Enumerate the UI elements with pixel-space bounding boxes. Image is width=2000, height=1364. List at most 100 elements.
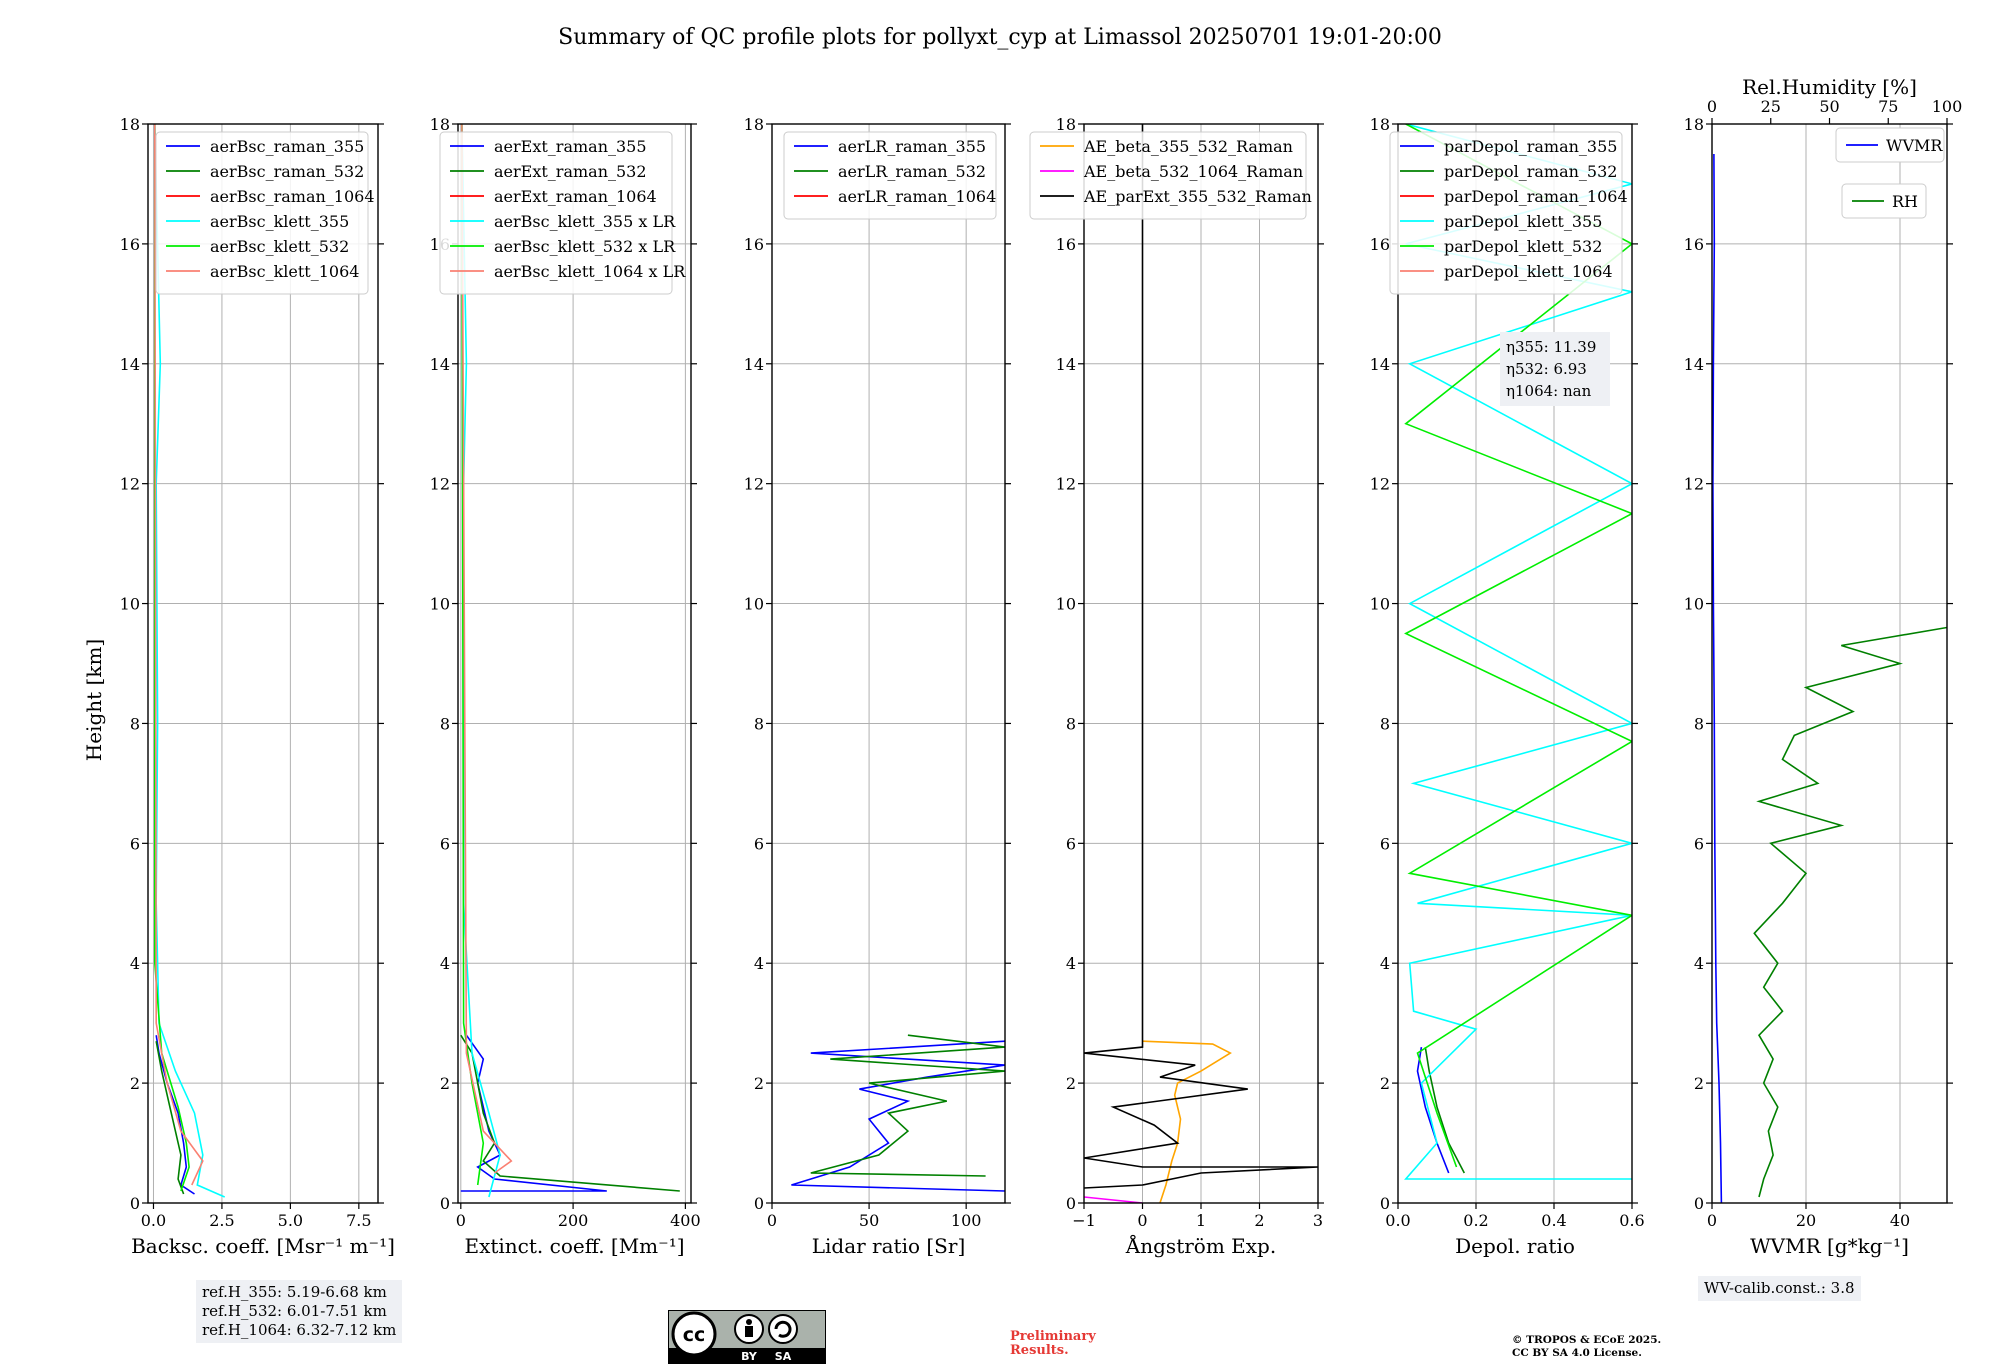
x-tick-label: 40 — [1890, 1211, 1910, 1230]
panel-6: 0 20 40 0 2 4 6 8 10 12 14 16 18 WVMR [g*kg⁻¹] 0 25 50 75… — [1684, 75, 1963, 1258]
y-tick-label: 18 — [1056, 115, 1076, 134]
legend-entry: RH — [1892, 192, 1918, 211]
series-RH — [1753, 626, 1947, 1198]
series-AE_parExt_355_532_Raman — [1084, 124, 1318, 1189]
y-tick-label: 6 — [1066, 834, 1076, 853]
top-x-tick-label: 75 — [1878, 97, 1898, 116]
x-tick-label: 50 — [859, 1211, 879, 1230]
y-tick-label: 0 — [440, 1194, 450, 1213]
axes-frame — [771, 123, 1006, 1204]
ref-height-355: ref.H_355: 5.19-6.68 km — [202, 1283, 387, 1301]
y-tick-label: 0 — [1694, 1194, 1704, 1213]
copyright-line-2: CC BY SA 4.0 License. — [1512, 1347, 1642, 1359]
legend-frame — [155, 131, 369, 295]
legend-entry: parDepol_raman_355 — [1444, 137, 1617, 156]
axes-frame — [1397, 123, 1633, 1204]
legend-entry: AE_beta_532_1064_Raman — [1083, 162, 1303, 181]
annotation-line: η1064: nan — [1506, 382, 1592, 400]
legend-entry: aerExt_raman_532 — [494, 162, 647, 181]
y-tick-label: 12 — [1056, 475, 1076, 494]
y-tick-label: 8 — [754, 714, 764, 733]
wv-calib-constant: WV-calib.const.: 3.8 — [1704, 1279, 1855, 1297]
panel-5: 0.0 0.2 0.4 0.6 0 2 4 6 8 10 12 14 16 18 Depol. ratio p… — [1370, 115, 1645, 1258]
y-tick-label: 14 — [1056, 355, 1076, 374]
series-parDepol_raman_355 — [1416, 1046, 1450, 1174]
y-tick-label: 18 — [120, 115, 140, 134]
y-tick-label: 4 — [130, 954, 140, 973]
x-tick-label: 0.6 — [1619, 1211, 1644, 1230]
y-tick-label: 16 — [1370, 235, 1390, 254]
depol-annotation: η355: 11.39 η532: 6.93 η1064: nan — [1500, 332, 1610, 406]
legend-frame — [1029, 131, 1307, 220]
y-tick-label: 2 — [1694, 1074, 1704, 1093]
legend-entry: aerBsc_raman_532 — [210, 162, 364, 181]
by-label: BY — [741, 1350, 758, 1363]
cc-icon-text: cc — [683, 1324, 706, 1346]
y-tick-label: 0 — [130, 1194, 140, 1213]
y-tick-label: 18 — [430, 115, 450, 134]
legend-entry: AE_beta_355_532_Raman — [1083, 137, 1293, 156]
y-tick-label: 10 — [430, 595, 450, 614]
y-tick-label: 0 — [1380, 1194, 1390, 1213]
y-tick-label: 18 — [744, 115, 764, 134]
series-parDepol_klett_355 — [1404, 124, 1632, 1180]
series-WVMR — [1712, 153, 1723, 1203]
x-tick-label: 7.5 — [346, 1211, 371, 1230]
x-axis-label: Depol. ratio — [1455, 1234, 1575, 1258]
axes-frame — [1711, 123, 1948, 1204]
legend-entry: aerLR_raman_532 — [838, 162, 986, 181]
x-tick-label: 20 — [1796, 1211, 1816, 1230]
legend-entry: aerBsc_klett_1064 — [210, 262, 359, 281]
x-tick-label: 0 — [1137, 1211, 1147, 1230]
figure-title: Summary of QC profile plots for pollyxt_… — [558, 25, 1442, 50]
top-x-tick-label: 50 — [1819, 97, 1839, 116]
cc-icon — [671, 1311, 717, 1357]
by-icon-body — [745, 1326, 753, 1337]
x-tick-label: 100 — [951, 1211, 982, 1230]
y-tick-label: 12 — [1370, 475, 1390, 494]
series-aerBsc_klett_1064 x LR — [461, 124, 513, 1174]
y-tick-label: 2 — [1380, 1074, 1390, 1093]
preliminary-line-2: Results. — [1010, 1343, 1069, 1358]
legend-entry: parDepol_raman_532 — [1444, 162, 1617, 181]
legend-entry: aerLR_raman_355 — [838, 137, 986, 156]
x-tick-label: 2 — [1254, 1211, 1264, 1230]
y-tick-label: 8 — [1066, 714, 1076, 733]
y-axis-label: Height [km] — [82, 639, 106, 761]
y-tick-label: 18 — [1684, 115, 1704, 134]
y-tick-label: 2 — [1066, 1074, 1076, 1093]
x-tick-label: 400 — [670, 1211, 701, 1230]
y-tick-label: 4 — [1380, 954, 1390, 973]
y-tick-label: 16 — [744, 235, 764, 254]
y-tick-label: 10 — [1370, 595, 1390, 614]
y-tick-label: 16 — [1684, 235, 1704, 254]
y-tick-label: 8 — [1694, 714, 1704, 733]
sa-icon — [768, 1314, 798, 1344]
y-tick-label: 10 — [1056, 595, 1076, 614]
y-tick-label: 4 — [754, 954, 764, 973]
y-tick-label: 4 — [440, 954, 450, 973]
y-tick-label: 6 — [754, 834, 764, 853]
x-tick-label: 2.5 — [209, 1211, 234, 1230]
legend-frame — [439, 131, 673, 295]
legend-entry: aerBsc_klett_532 x LR — [494, 237, 676, 256]
y-tick-label: 14 — [744, 355, 764, 374]
legend-entry: aerBsc_raman_355 — [210, 137, 364, 156]
legend-entry: aerBsc_klett_355 x LR — [494, 212, 676, 231]
legend-entry: aerBsc_klett_1064 x LR — [494, 262, 686, 281]
y-tick-label: 14 — [1684, 355, 1704, 374]
preliminary-note: Preliminary Results. — [1010, 1330, 1096, 1358]
x-tick-label: 0 — [1707, 1211, 1717, 1230]
y-tick-label: 18 — [1370, 115, 1390, 134]
legend-entry: aerBsc_raman_1064 — [210, 187, 375, 206]
panel-1: 0.0 2.5 5.0 7.5 0 2 4 6 8 10 12 14 16 18 Backsc. coeff… — [120, 115, 395, 1258]
y-tick-label: 8 — [440, 714, 450, 733]
x-axis-label: Extinct. coeff. [Mm⁻¹] — [464, 1234, 684, 1258]
copyright-note: © TROPOS & ECoE 2025. CC BY SA 4.0 Licen… — [1512, 1334, 1661, 1360]
by-icon-head — [746, 1319, 752, 1325]
y-tick-label: 2 — [440, 1074, 450, 1093]
wv-calibration-box: WV-calib.const.: 3.8 — [1698, 1276, 1861, 1301]
y-tick-label: 12 — [120, 475, 140, 494]
x-tick-label: 0 — [767, 1211, 777, 1230]
